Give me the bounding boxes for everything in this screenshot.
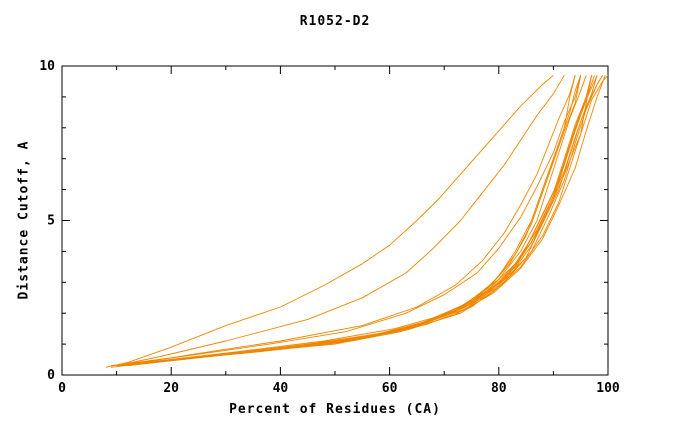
series-line-model-16: [116, 75, 593, 367]
x-tick-label: 80: [491, 381, 507, 396]
x-axis-label: Percent of Residues (CA): [229, 402, 441, 417]
series-line-model-13: [111, 75, 606, 368]
y-tick-label: 0: [47, 368, 55, 383]
series-line-model-18: [127, 75, 603, 367]
x-tick-label: 100: [596, 381, 620, 396]
series-line-model-08: [132, 75, 587, 365]
x-tick-label: 20: [163, 381, 179, 396]
series-line-model-02: [116, 75, 565, 367]
series-line-model-17: [143, 75, 595, 364]
x-tick-label: 0: [58, 381, 66, 396]
series-line-model-05: [111, 75, 576, 367]
series-line-model-09: [122, 75, 593, 367]
series-line-model-01: [105, 74, 554, 368]
x-tick-label: 40: [273, 381, 289, 396]
x-tick-label: 60: [382, 381, 398, 396]
series-line-model-10: [116, 75, 593, 367]
y-tick-label: 5: [47, 214, 55, 229]
y-tick-label: 10: [39, 59, 55, 74]
series-line-model-11: [127, 75, 598, 367]
series-line-model-14: [132, 74, 609, 365]
series-line-model-07: [127, 75, 582, 365]
y-axis-label: Distance Cutoff, A: [16, 140, 32, 300]
series-line-model-15: [122, 75, 598, 367]
series-line-model-04: [111, 75, 582, 367]
series-line-model-03: [122, 75, 576, 367]
plot-border: [61, 65, 609, 376]
chart-title: R1052-D2: [299, 14, 371, 29]
